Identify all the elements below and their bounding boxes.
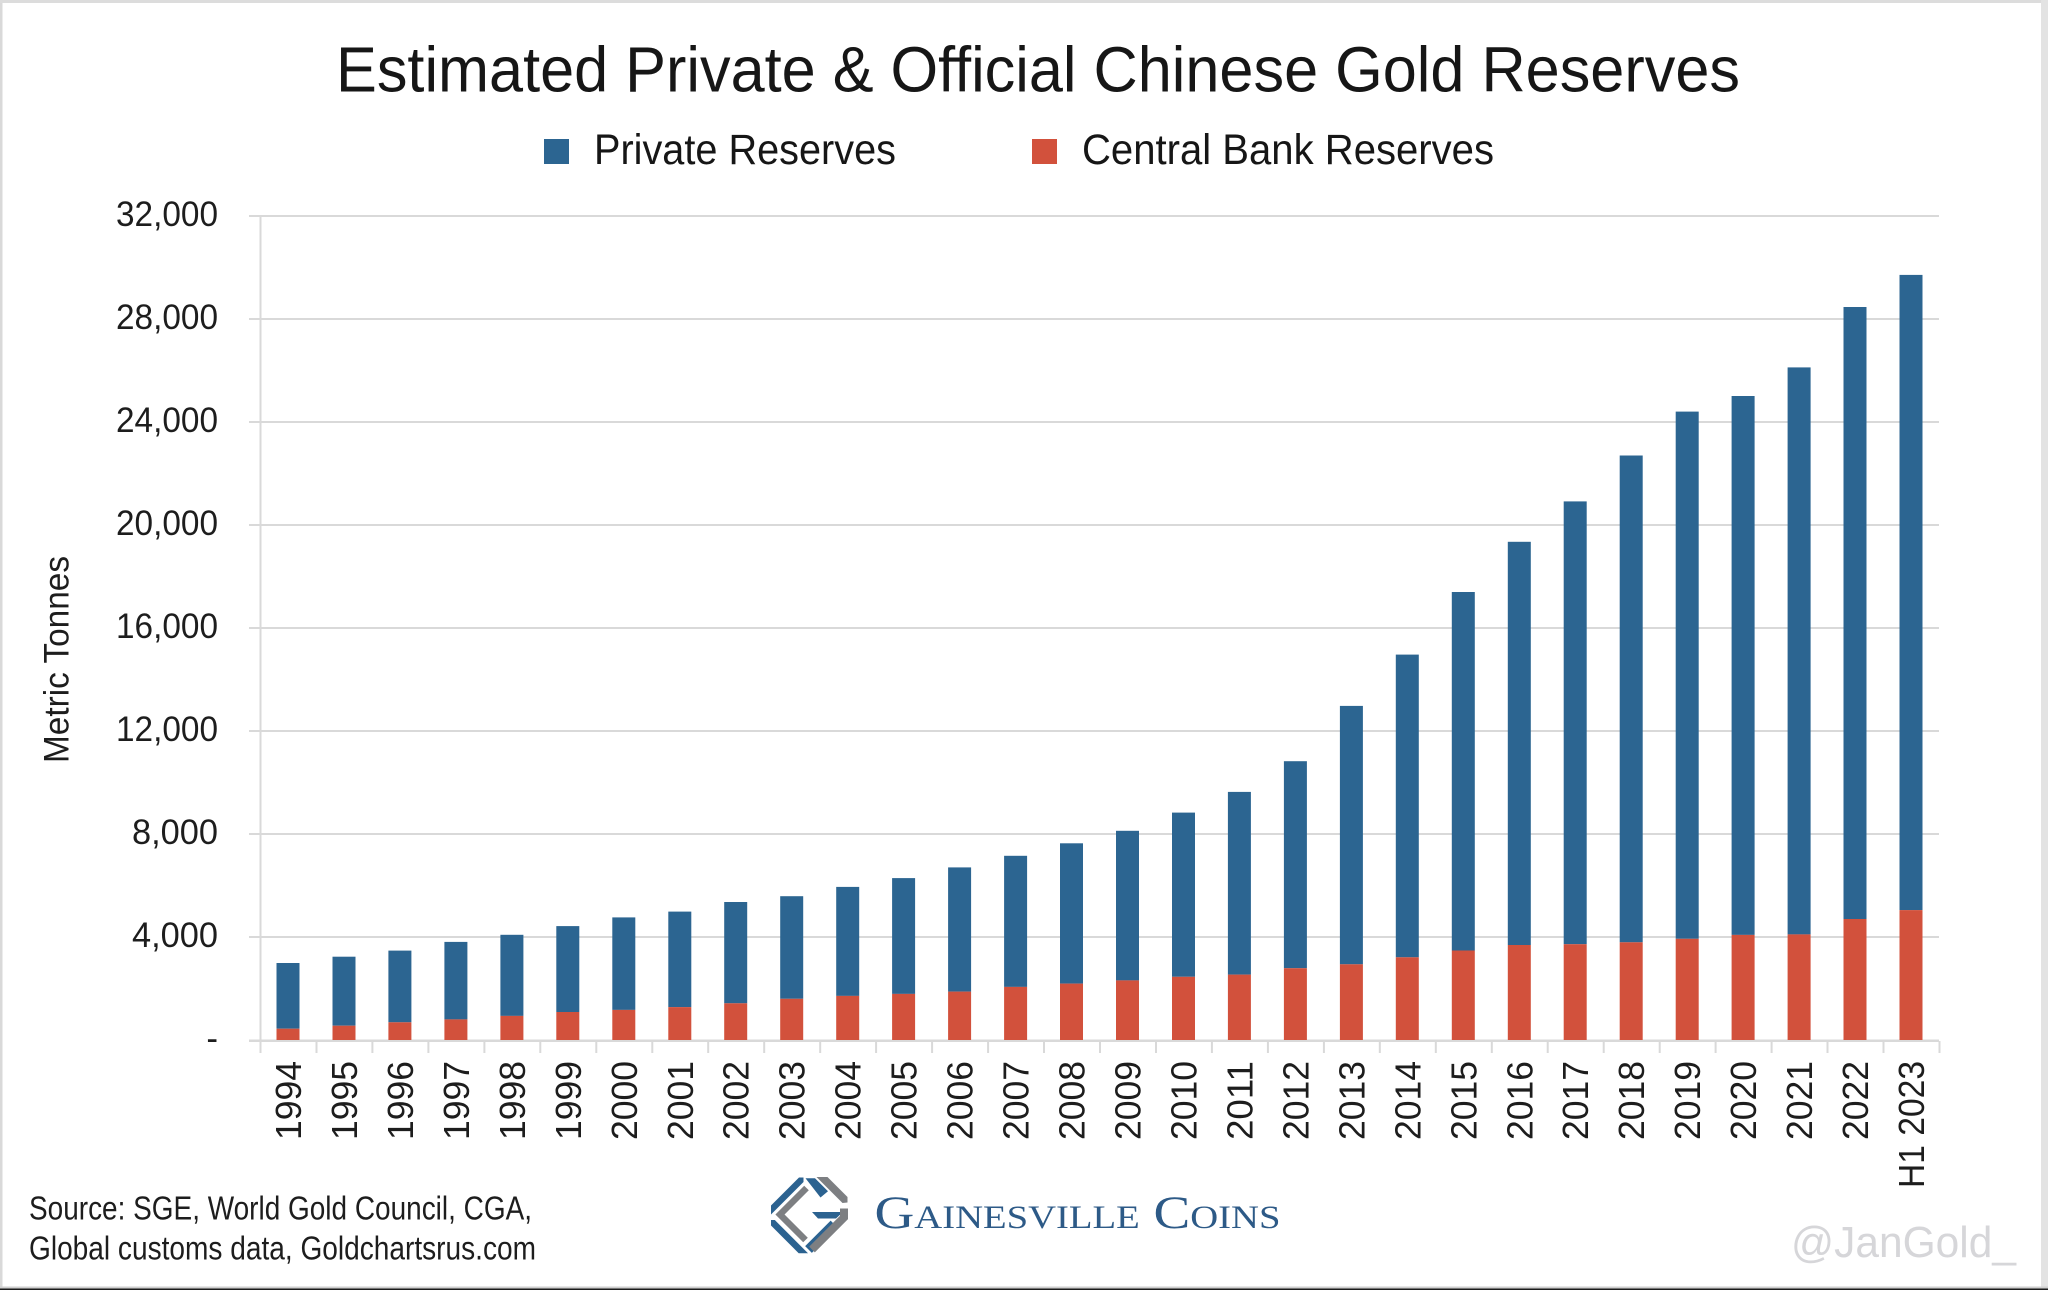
- svg-text:12,000: 12,000: [116, 710, 218, 749]
- svg-text:2020: 2020: [1723, 1061, 1764, 1140]
- svg-text:2010: 2010: [1164, 1061, 1205, 1140]
- svg-text:2000: 2000: [604, 1061, 645, 1140]
- svg-text:Private Reserves: Private Reserves: [594, 127, 896, 174]
- svg-text:1999: 1999: [548, 1061, 589, 1140]
- svg-text:1995: 1995: [324, 1061, 365, 1140]
- svg-text:16,000: 16,000: [116, 607, 218, 646]
- svg-text:2007: 2007: [996, 1061, 1037, 1140]
- svg-text:-: -: [206, 1019, 218, 1058]
- svg-text:2001: 2001: [660, 1061, 701, 1140]
- svg-text:2021: 2021: [1779, 1061, 1820, 1140]
- svg-text:32,000: 32,000: [116, 195, 218, 234]
- svg-text:2015: 2015: [1443, 1061, 1484, 1140]
- svg-text:2019: 2019: [1667, 1061, 1708, 1140]
- svg-text:Gainesville Coins: Gainesville Coins: [875, 1187, 1281, 1239]
- svg-text:20,000: 20,000: [116, 504, 218, 543]
- svg-text:2013: 2013: [1331, 1061, 1372, 1140]
- svg-text:24,000: 24,000: [116, 401, 218, 440]
- svg-text:Estimated Private & Official C: Estimated Private & Official Chinese Gol…: [336, 34, 1740, 106]
- svg-text:2006: 2006: [940, 1061, 981, 1140]
- svg-text:1997: 1997: [436, 1061, 477, 1140]
- svg-text:4,000: 4,000: [132, 916, 218, 955]
- svg-text:8,000: 8,000: [132, 813, 218, 852]
- svg-text:2022: 2022: [1835, 1061, 1876, 1140]
- svg-text:Metric Tonnes: Metric Tonnes: [38, 556, 77, 763]
- svg-text:2017: 2017: [1555, 1061, 1596, 1140]
- svg-text:2002: 2002: [716, 1061, 757, 1140]
- svg-text:H1 2023: H1 2023: [1891, 1061, 1932, 1188]
- svg-text:2012: 2012: [1275, 1061, 1316, 1140]
- svg-text:2004: 2004: [828, 1061, 869, 1140]
- svg-text:2011: 2011: [1219, 1061, 1260, 1140]
- svg-text:Global customs data, Goldchart: Global customs data, Goldchartsrus.com: [29, 1231, 536, 1268]
- svg-text:28,000: 28,000: [116, 298, 218, 337]
- svg-text:@JanGold_: @JanGold_: [1791, 1218, 2016, 1267]
- svg-text:2014: 2014: [1387, 1061, 1428, 1140]
- svg-text:Source: SGE, World Gold Counci: Source: SGE, World Gold Council, CGA,: [29, 1191, 532, 1228]
- svg-text:2003: 2003: [772, 1061, 813, 1140]
- svg-text:2018: 2018: [1611, 1061, 1652, 1140]
- svg-text:1998: 1998: [492, 1061, 533, 1140]
- svg-text:Central Bank Reserves: Central Bank Reserves: [1082, 127, 1494, 174]
- svg-text:2016: 2016: [1499, 1061, 1540, 1140]
- svg-text:1996: 1996: [380, 1061, 421, 1140]
- svg-text:2005: 2005: [884, 1061, 925, 1140]
- svg-text:2009: 2009: [1108, 1061, 1149, 1140]
- svg-text:1994: 1994: [268, 1061, 309, 1140]
- svg-text:2008: 2008: [1052, 1061, 1093, 1140]
